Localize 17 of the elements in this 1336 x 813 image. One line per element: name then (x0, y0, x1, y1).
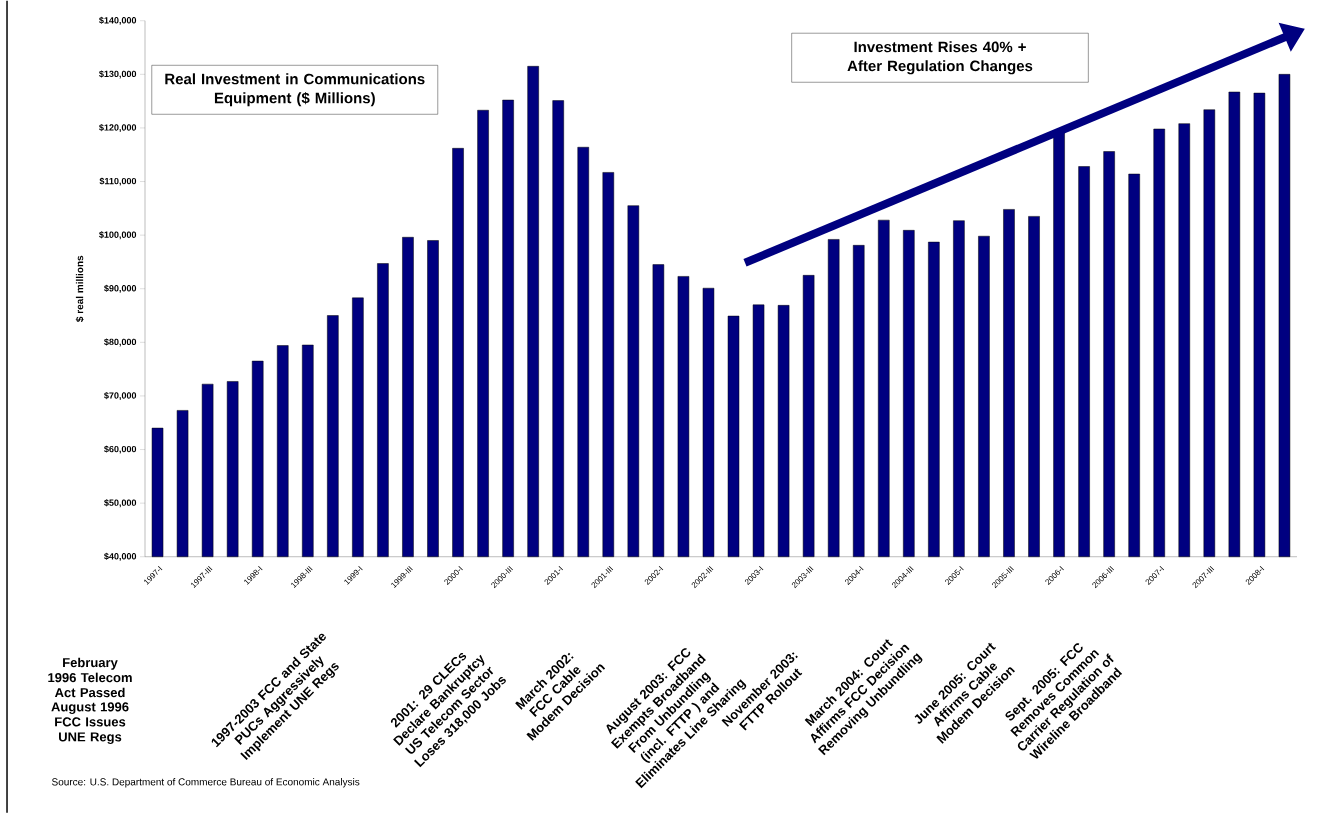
y-tick-label: $60,000 (104, 445, 137, 454)
y-tick-label: $130,000 (99, 70, 137, 79)
text: Real Investment in Communications Equipment ($ Millions) (165, 73, 425, 107)
y-tick-label: $40,000 (104, 552, 137, 561)
text: August 1996 FCC Issues UNE Regs (51, 702, 129, 744)
y-axis-title: $ real millions (75, 255, 84, 322)
annotation: Investment Rises 40% + After Regulation Changes (847, 40, 1033, 75)
y-tick-label: $50,000 (104, 498, 137, 507)
y-tick-label: $110,000 (99, 177, 137, 186)
y-tick-label: $90,000 (104, 284, 137, 293)
y-tick-label: $120,000 (99, 123, 137, 132)
source-note: Source: U.S. Department of Commerce Bureau of Economic Analysis (52, 777, 360, 788)
y-tick-label: $140,000 (99, 16, 137, 25)
text: February 1996 Telecom Act Passed (48, 657, 132, 697)
y-tick-label: $100,000 (99, 230, 137, 239)
y-tick-label: $80,000 (104, 338, 137, 347)
y-tick-label: $70,000 (104, 391, 137, 400)
